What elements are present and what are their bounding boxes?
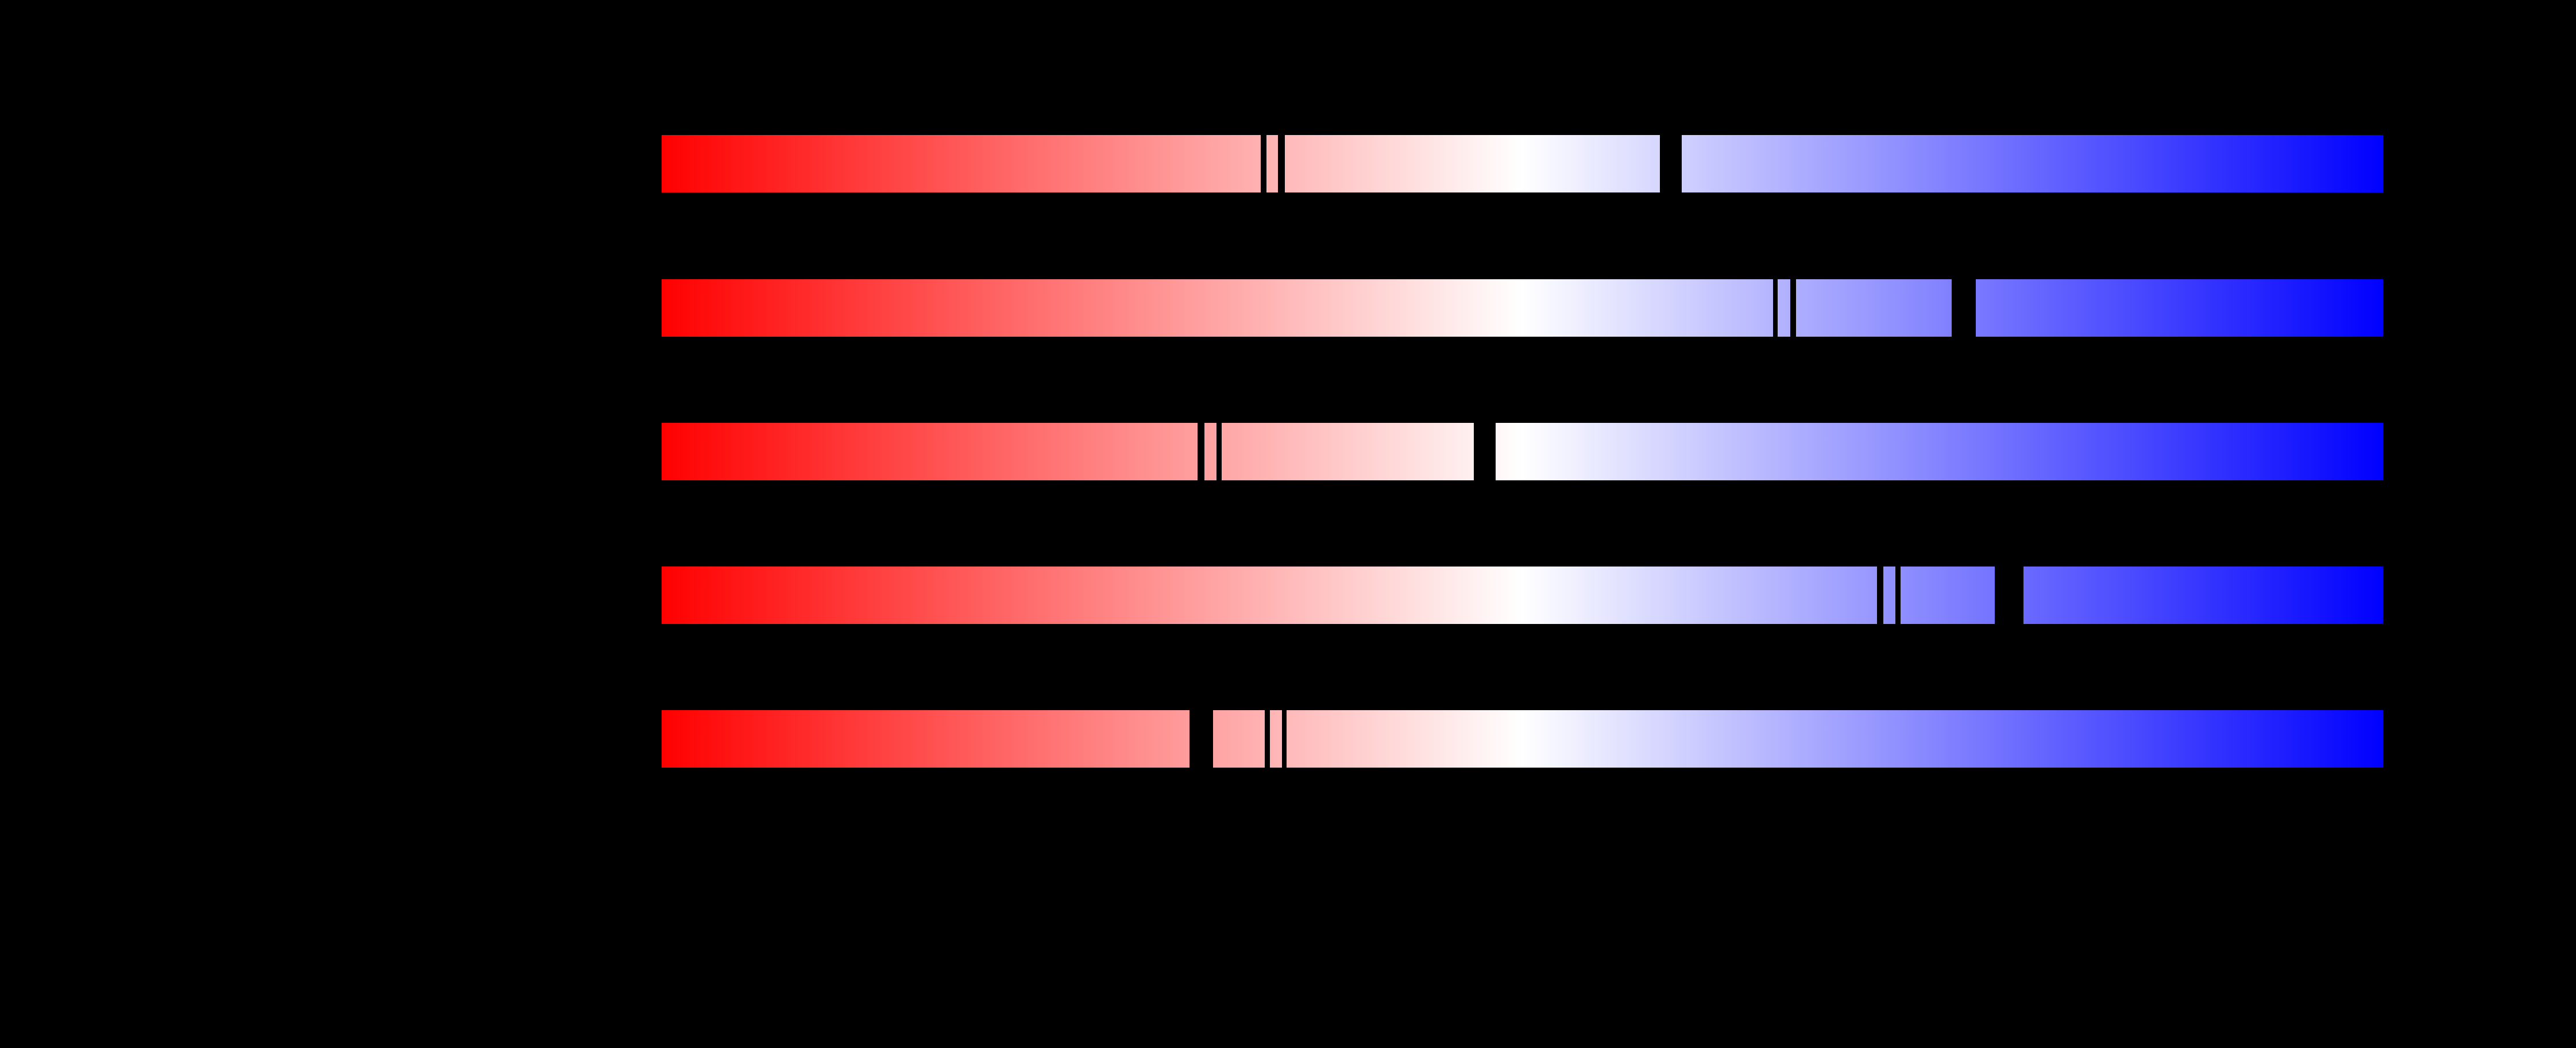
tick-marker xyxy=(1261,135,1266,192)
tick-marker xyxy=(1895,567,1901,624)
tick-marker xyxy=(1773,279,1778,337)
tick-marker xyxy=(1282,710,1287,768)
gradient-bar-row-5 xyxy=(662,710,2383,768)
segment-gap-marker xyxy=(1474,423,1496,480)
tick-marker xyxy=(1198,423,1204,480)
tick-marker xyxy=(1278,135,1285,192)
tick-marker xyxy=(1265,710,1270,768)
segment-gap-marker xyxy=(1189,710,1213,768)
gradient-bar-row-4 xyxy=(662,567,2383,624)
segment-gap-marker xyxy=(1660,135,1682,192)
tick-marker xyxy=(1216,423,1222,480)
segment-gap-marker xyxy=(1952,279,1976,337)
tick-marker xyxy=(1877,567,1883,624)
gradient-bar-row-1 xyxy=(662,135,2383,192)
gradient-bar-row-3 xyxy=(662,423,2383,480)
gradient-bar-row-2 xyxy=(662,279,2383,337)
segment-gap-marker xyxy=(1995,567,2023,624)
tick-marker xyxy=(1790,279,1796,337)
